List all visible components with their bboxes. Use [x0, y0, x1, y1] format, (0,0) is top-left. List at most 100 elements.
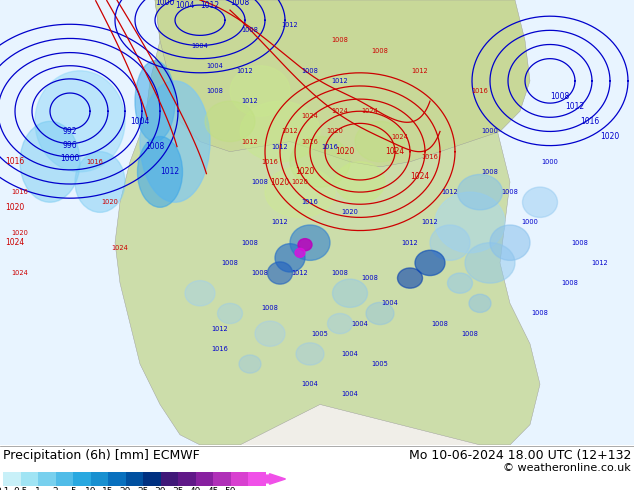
Text: 1012: 1012 — [242, 139, 259, 145]
Ellipse shape — [265, 167, 335, 218]
Bar — [231, 472, 248, 486]
Ellipse shape — [296, 343, 324, 365]
Text: 1012: 1012 — [442, 189, 458, 195]
Text: 1004: 1004 — [131, 117, 150, 126]
Text: 1008: 1008 — [332, 37, 349, 44]
Bar — [500, 0, 634, 445]
Ellipse shape — [275, 244, 305, 272]
Text: 1008: 1008 — [262, 305, 278, 312]
Bar — [73, 472, 91, 486]
Ellipse shape — [355, 122, 405, 162]
Bar — [0, 0, 634, 142]
Text: 1008: 1008 — [230, 0, 250, 6]
Text: 1020: 1020 — [101, 199, 119, 205]
Text: 1020: 1020 — [11, 230, 29, 236]
Text: 1008: 1008 — [302, 68, 318, 74]
Ellipse shape — [295, 248, 305, 257]
Ellipse shape — [20, 122, 80, 202]
Ellipse shape — [335, 162, 385, 202]
Text: 1012: 1012 — [160, 168, 179, 176]
Text: 1012: 1012 — [242, 98, 259, 104]
Text: 1004: 1004 — [207, 63, 223, 69]
Text: 1008: 1008 — [550, 92, 569, 100]
Text: 1016: 1016 — [580, 117, 600, 126]
Bar — [160, 472, 178, 486]
Text: 20: 20 — [120, 488, 131, 490]
Text: 1008: 1008 — [332, 270, 349, 276]
Bar — [56, 472, 73, 486]
Text: 1012: 1012 — [592, 260, 609, 266]
Text: 35: 35 — [172, 488, 184, 490]
Ellipse shape — [332, 279, 368, 307]
Text: 1004: 1004 — [191, 43, 209, 49]
Bar — [195, 472, 213, 486]
Text: 1000: 1000 — [60, 154, 80, 163]
Text: 1008: 1008 — [252, 179, 268, 185]
Text: 1008: 1008 — [145, 142, 165, 151]
FancyArrow shape — [266, 474, 285, 484]
Text: 1008: 1008 — [242, 240, 259, 245]
Ellipse shape — [255, 321, 285, 346]
Text: 1012: 1012 — [292, 270, 308, 276]
Text: 1016: 1016 — [11, 189, 29, 195]
Text: 50: 50 — [224, 488, 236, 490]
Ellipse shape — [217, 303, 242, 323]
Text: 1024: 1024 — [302, 113, 318, 119]
Ellipse shape — [328, 314, 353, 334]
Text: 1012: 1012 — [332, 78, 348, 84]
Text: 1008: 1008 — [501, 189, 519, 195]
Text: 1008: 1008 — [221, 260, 238, 266]
Text: 1012: 1012 — [236, 68, 254, 74]
Text: 1008: 1008 — [562, 280, 578, 286]
Text: 1024: 1024 — [410, 172, 430, 181]
Text: 1004: 1004 — [342, 392, 358, 397]
Text: 1008: 1008 — [361, 275, 378, 281]
Text: 1008: 1008 — [432, 320, 448, 326]
Text: 1016: 1016 — [472, 88, 488, 94]
Text: 1024: 1024 — [112, 245, 129, 251]
Text: 1004: 1004 — [176, 0, 195, 10]
Text: 40: 40 — [190, 488, 201, 490]
Bar — [126, 472, 143, 486]
Text: 1016: 1016 — [212, 346, 228, 352]
Text: Precipitation (6h) [mm] ECMWF: Precipitation (6h) [mm] ECMWF — [3, 449, 200, 462]
Bar — [20, 472, 38, 486]
Text: 1020: 1020 — [295, 168, 314, 176]
Text: 1004: 1004 — [302, 381, 318, 387]
Ellipse shape — [135, 61, 175, 142]
Ellipse shape — [398, 268, 422, 288]
Ellipse shape — [268, 262, 292, 284]
Ellipse shape — [140, 81, 210, 202]
Text: 1008: 1008 — [242, 27, 259, 33]
Text: 1012: 1012 — [281, 128, 299, 134]
Text: 1024: 1024 — [392, 133, 408, 140]
Text: 30: 30 — [155, 488, 166, 490]
Text: © weatheronline.co.uk: © weatheronline.co.uk — [503, 463, 631, 473]
Text: 1016: 1016 — [321, 144, 339, 149]
Text: 1000: 1000 — [522, 220, 538, 225]
Text: 0.5: 0.5 — [13, 488, 28, 490]
Text: 1024: 1024 — [11, 270, 29, 276]
Text: 1012: 1012 — [411, 68, 429, 74]
Text: 1008: 1008 — [372, 48, 389, 53]
Text: 1016: 1016 — [302, 199, 318, 205]
Text: 2: 2 — [53, 488, 58, 490]
Ellipse shape — [522, 187, 557, 218]
Text: 1024: 1024 — [5, 238, 25, 247]
Text: 25: 25 — [138, 488, 149, 490]
Text: 1024: 1024 — [332, 108, 349, 114]
Text: 1008: 1008 — [252, 270, 268, 276]
Text: 996: 996 — [63, 141, 77, 150]
Text: 1008: 1008 — [462, 331, 479, 337]
Text: 1000: 1000 — [482, 128, 498, 134]
Text: 1012: 1012 — [200, 0, 219, 10]
Text: 1012: 1012 — [271, 220, 288, 225]
Text: 1: 1 — [35, 488, 41, 490]
Text: 992: 992 — [63, 127, 77, 136]
Text: 1024: 1024 — [361, 108, 378, 114]
Text: 1000: 1000 — [155, 0, 175, 6]
Text: 1012: 1012 — [401, 240, 418, 245]
Text: 1012: 1012 — [281, 22, 299, 28]
Text: 1005: 1005 — [311, 331, 328, 337]
Text: 1004: 1004 — [352, 320, 368, 326]
